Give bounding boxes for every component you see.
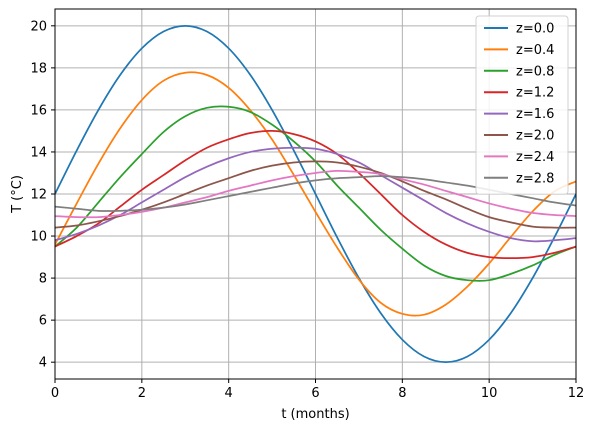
- x-tick-label: 2: [138, 386, 146, 401]
- x-tick-label: 10: [481, 386, 498, 401]
- x-axis-label: t (months): [281, 407, 349, 422]
- legend: z=0.0 z=0.4 z=0.8 z=1.2 z=1.6 z=2.0 z=2.4 z=2.8: [475, 15, 569, 195]
- legend-label: z=0.8: [516, 64, 554, 79]
- series-line-z-0-0: [55, 24, 576, 364]
- y-tick-label: 18: [30, 61, 47, 76]
- series-lines: [55, 24, 576, 364]
- y-tick-label: 12: [30, 188, 47, 203]
- legend-label: z=2.0: [516, 129, 554, 144]
- legend-box: [475, 15, 569, 195]
- y-tick-label: 16: [30, 103, 47, 118]
- legend-label: z=2.8: [516, 171, 554, 186]
- y-axis-label: T (°C): [10, 175, 25, 214]
- legend-label: z=1.6: [516, 107, 554, 122]
- legend-label: z=0.0: [516, 22, 554, 37]
- y-tick-label: 10: [30, 230, 47, 245]
- axis-ticks: 0 2 4 6 8 10 12 4 6 8 10 12 14 16 18 20: [30, 19, 584, 401]
- x-tick-label: 4: [225, 386, 233, 401]
- y-tick-label: 20: [30, 19, 47, 34]
- x-tick-label: 8: [398, 386, 406, 401]
- x-tick-label: 6: [311, 386, 319, 401]
- y-tick-label: 8: [39, 272, 47, 287]
- legend-label: z=1.2: [516, 86, 554, 101]
- series-line-z-1-2: [55, 130, 576, 259]
- y-tick-label: 4: [39, 356, 47, 371]
- series-line-z-2-4: [55, 169, 576, 219]
- series-line-z-1-6: [55, 146, 576, 243]
- legend-label: z=0.4: [516, 43, 554, 58]
- series-line-z-0-4: [55, 71, 576, 317]
- y-tick-label: 14: [30, 145, 47, 160]
- y-tick-label: 6: [39, 314, 47, 329]
- legend-label: z=2.4: [516, 150, 554, 165]
- x-tick-label: 0: [51, 386, 59, 401]
- x-tick-label: 12: [568, 386, 585, 401]
